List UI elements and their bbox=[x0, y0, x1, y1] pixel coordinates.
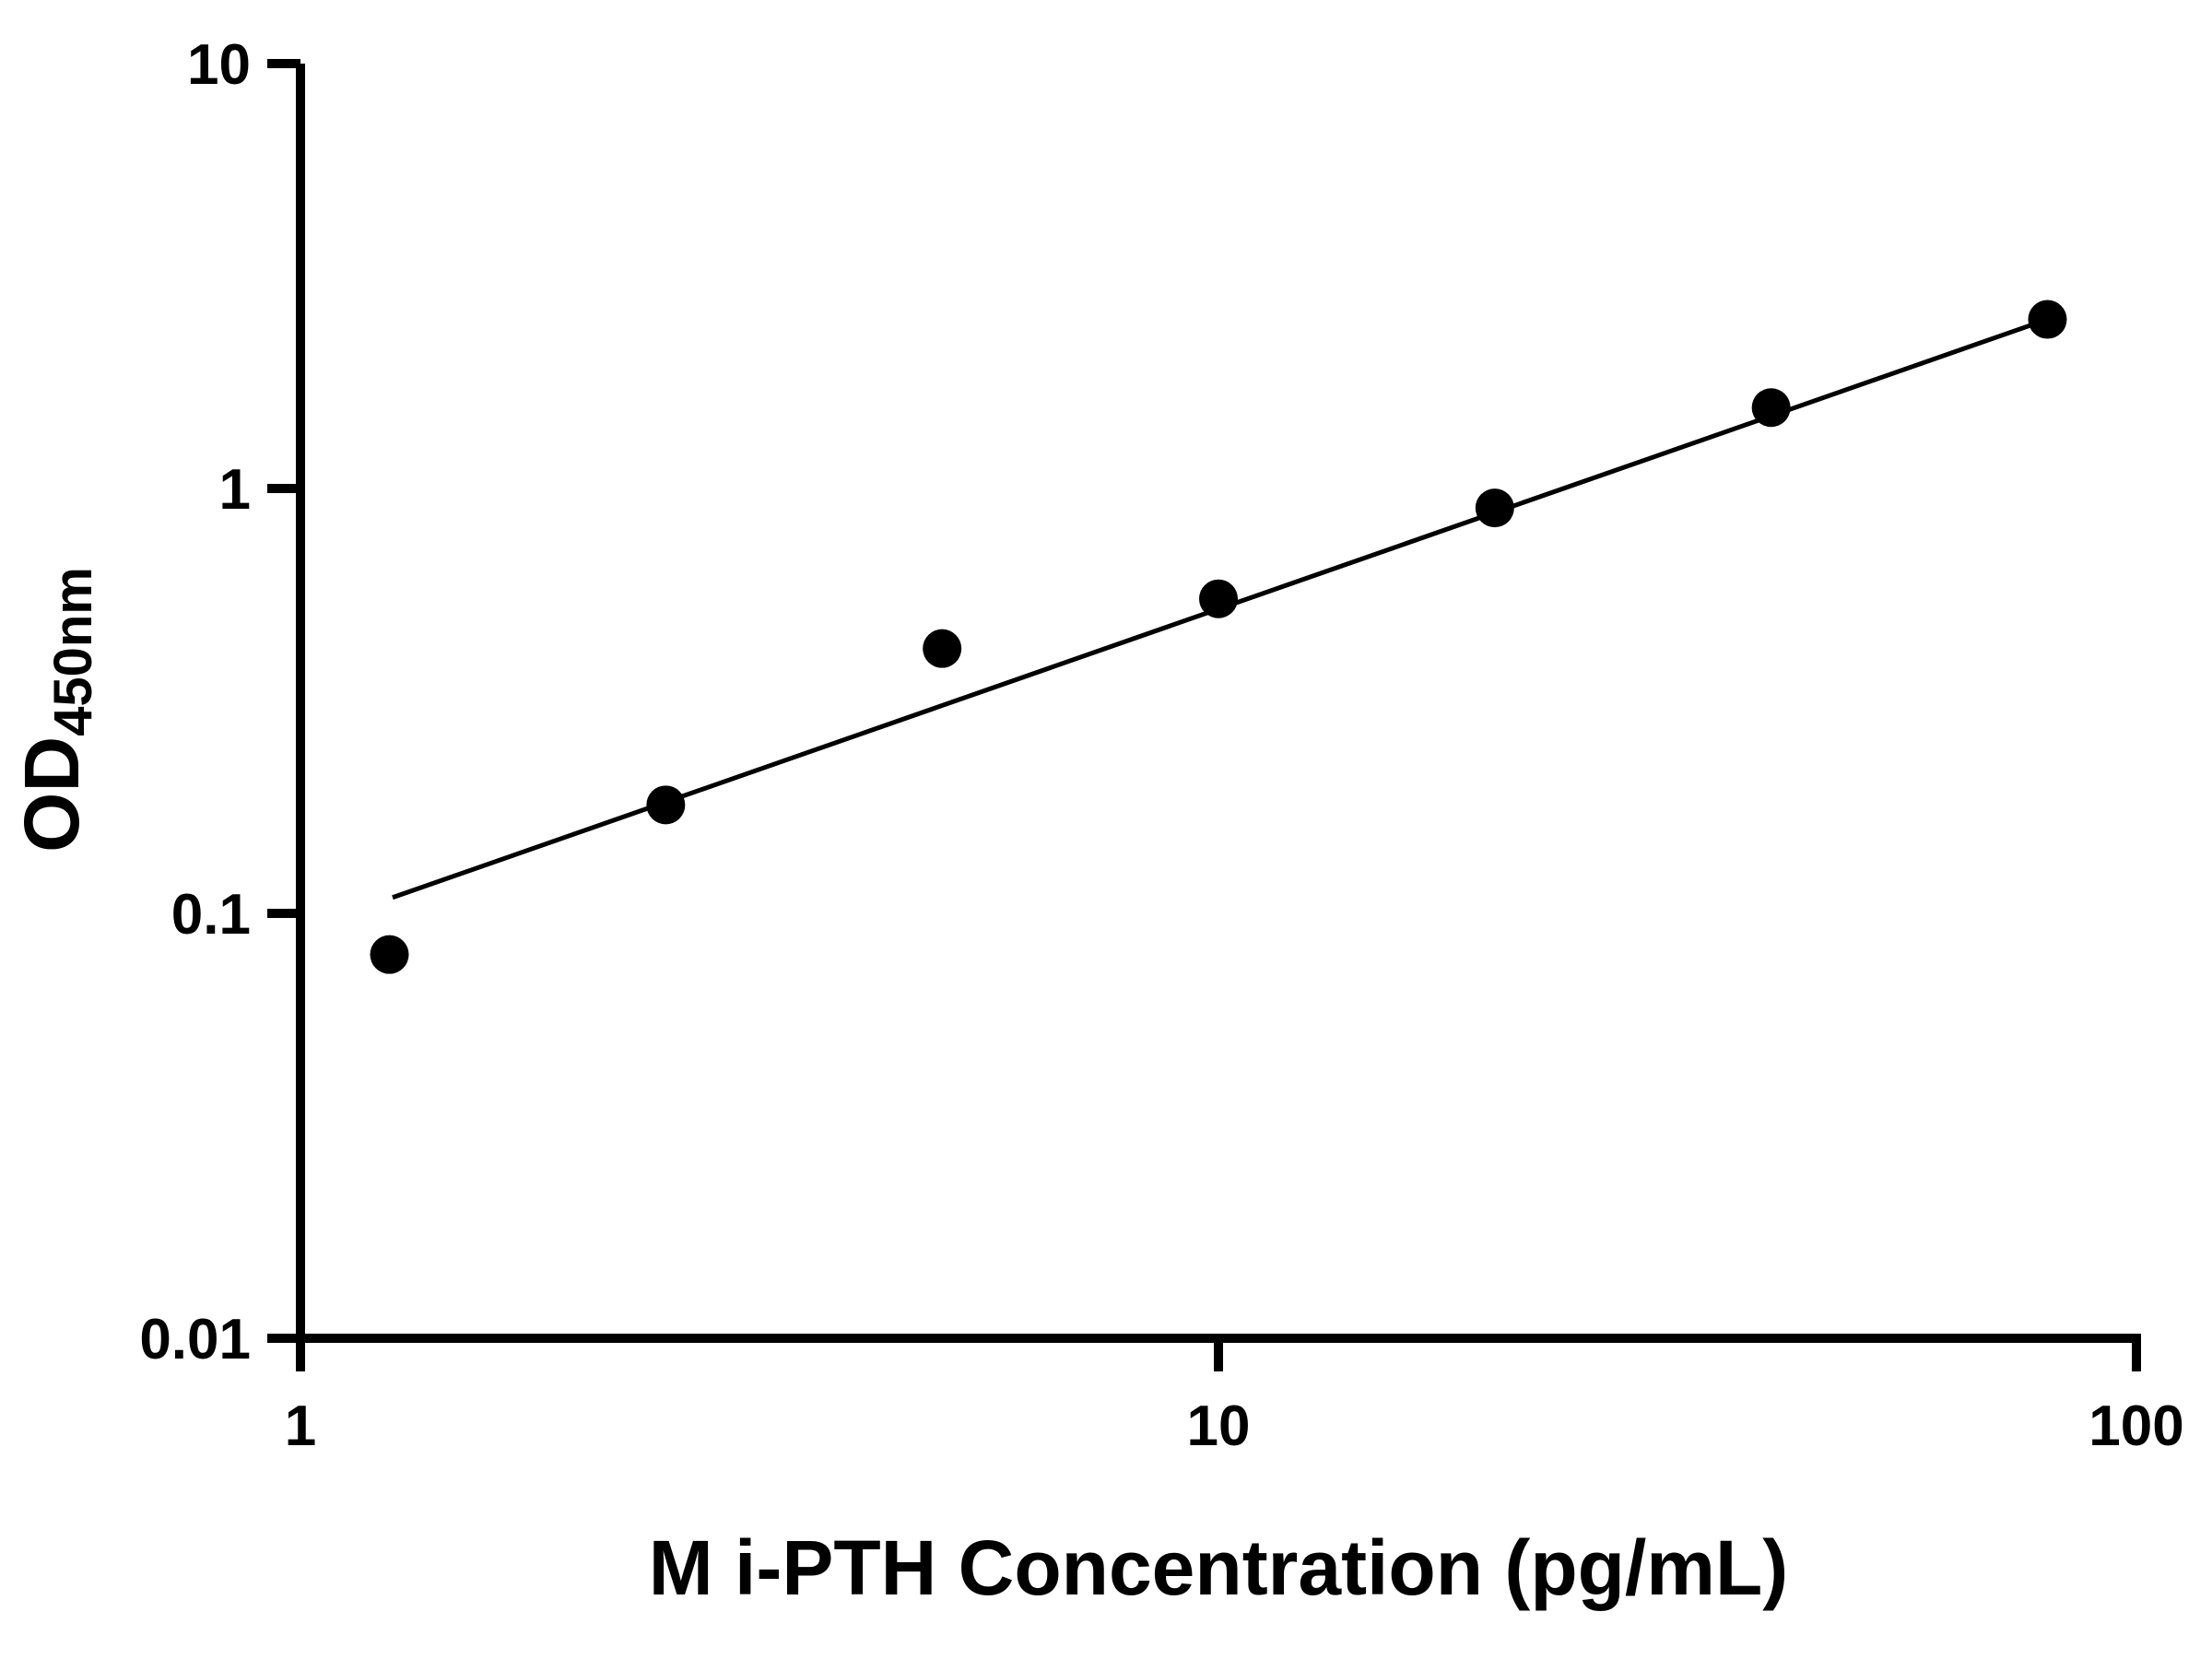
y-tick-label: 1 bbox=[219, 458, 251, 522]
y-tick-label: 10 bbox=[187, 33, 251, 97]
y-tick-label: 0.01 bbox=[139, 1308, 251, 1371]
data-point bbox=[1475, 488, 1514, 528]
y-tick-label: 0.1 bbox=[171, 883, 251, 947]
data-point bbox=[923, 629, 962, 668]
data-point bbox=[646, 785, 686, 825]
x-tick-label: 100 bbox=[2088, 1394, 2183, 1458]
data-point bbox=[2028, 300, 2067, 339]
data-point bbox=[370, 935, 409, 974]
x-axis-title: M i-PTH Concentration (pg/mL) bbox=[649, 1524, 1789, 1611]
y-axis-title: OD450nm bbox=[8, 567, 103, 853]
x-tick-label: 10 bbox=[1187, 1394, 1251, 1458]
data-point bbox=[1199, 579, 1238, 618]
data-point bbox=[1751, 388, 1791, 428]
x-tick-label: 1 bbox=[285, 1394, 316, 1458]
